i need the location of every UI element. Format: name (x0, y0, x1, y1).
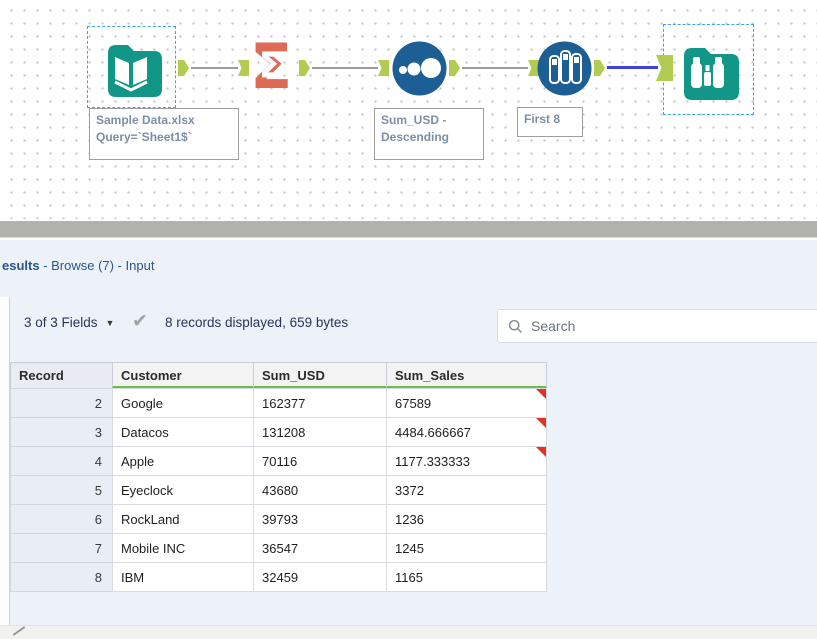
record-number-cell[interactable]: 3 (10, 417, 113, 447)
input-data-tool book-icon[interactable] (100, 37, 162, 99)
results-left-gutter (0, 297, 10, 625)
connection-summarize-sort[interactable] (312, 67, 378, 69)
connection-sample-browse-selected[interactable] (607, 66, 658, 69)
fields-dropdown-label: 3 of 3 Fields (24, 315, 98, 330)
customer-cell[interactable]: Eyeclock (112, 475, 254, 505)
data-quality-flag-icon (536, 418, 546, 428)
workflow-canvas[interactable]: Σ Σ Sample Data.xlsx Query=`Sheet1$` (0, 0, 817, 219)
table-row: 2Google16237767589 (10, 388, 547, 418)
sum-sales-cell[interactable]: 4484.666667 (386, 417, 547, 447)
customer-cell[interactable]: Datacos (112, 417, 254, 447)
column-header-sum-sales[interactable]: Sum_Sales (386, 362, 547, 389)
sum-sales-cell[interactable]: 1236 (386, 504, 547, 534)
results-pane-title: esults - Browse (7) - Input (2, 258, 154, 273)
table-row: 3Datacos1312084484.666667 (10, 417, 547, 447)
sum-usd-cell[interactable]: 32459 (253, 562, 387, 592)
record-number-cell[interactable]: 8 (10, 562, 113, 592)
sort-output-anchor[interactable] (449, 60, 460, 76)
summarize-output-anchor[interactable] (299, 60, 310, 76)
search-input[interactable]: Search (497, 309, 817, 343)
pane-splitter[interactable] (0, 219, 817, 238)
sum-sales-cell[interactable]: 1165 (386, 562, 547, 592)
sum-sales-cell[interactable]: 1245 (386, 533, 547, 563)
sigma-inner-glyph: Σ (259, 48, 284, 84)
table-header-row: Record Customer Sum_USD Sum_Sales (10, 362, 547, 389)
records-info-label: 8 records displayed, 659 bytes (165, 315, 348, 330)
horizontal-scrollbar-area[interactable] (0, 625, 817, 639)
input-output-anchor[interactable] (178, 60, 189, 76)
results-toolbar: 3 of 3 Fields ▼ ✔ 8 records displayed, 6… (10, 297, 817, 361)
column-header-record[interactable]: Record (10, 362, 113, 389)
connection-sort-sample[interactable] (462, 67, 528, 69)
results-pane: esults - Browse (7) - Input 3 of 3 Field… (0, 240, 817, 639)
table-row: 7Mobile INC365471245 (10, 533, 547, 563)
sum-sales-cell[interactable]: 67589 (386, 388, 547, 418)
input-tool-annotation[interactable]: Sample Data.xlsx Query=`Sheet1$` (89, 108, 239, 160)
customer-cell[interactable]: IBM (112, 562, 254, 592)
record-number-cell[interactable]: 4 (10, 446, 113, 476)
sum-usd-cell[interactable]: 39793 (253, 504, 387, 534)
results-title-bold: esults (2, 258, 40, 273)
customer-cell[interactable]: Mobile INC (112, 533, 254, 563)
search-placeholder: Search (531, 318, 575, 334)
column-header-customer[interactable]: Customer (112, 362, 254, 389)
connection-input-summarize[interactable] (191, 67, 238, 69)
apply-check-icon[interactable]: ✔ (132, 310, 148, 333)
table-row: 4Apple701161177.333333 (10, 446, 547, 476)
sum-usd-cell[interactable]: 36547 (253, 533, 387, 563)
sum-sales-cell[interactable]: 1177.333333 (386, 446, 547, 476)
sum-usd-cell[interactable]: 162377 (253, 388, 387, 418)
sample-output-anchor[interactable] (594, 60, 605, 76)
sum-usd-cell[interactable]: 131208 (253, 417, 387, 447)
sample-tool test-tubes-icon[interactable] (537, 41, 592, 96)
record-number-cell[interactable]: 7 (10, 533, 113, 563)
table-row: 8IBM324591165 (10, 562, 547, 592)
column-header-sum-usd[interactable]: Sum_USD (253, 362, 387, 389)
table-row: 6RockLand397931236 (10, 504, 547, 534)
sample-tool-annotation[interactable]: First 8 (517, 107, 583, 137)
scroll-corner-glyph (13, 626, 26, 636)
data-quality-flag-icon (536, 447, 546, 457)
results-title-path: - Browse (7) - Input (40, 258, 155, 273)
customer-cell[interactable]: Apple (112, 446, 254, 476)
browse-input-anchor[interactable] (656, 55, 673, 81)
customer-cell[interactable]: RockLand (112, 504, 254, 534)
search-icon (508, 319, 523, 334)
sum-usd-cell[interactable]: 43680 (253, 475, 387, 505)
record-number-cell[interactable]: 6 (10, 504, 113, 534)
table-body: 2Google162377675893Datacos1312084484.666… (10, 388, 547, 592)
sort-tool dots-icon[interactable] (392, 41, 447, 96)
browse-tool binoculars-icon[interactable] (676, 39, 739, 102)
record-number-cell[interactable]: 2 (10, 388, 113, 418)
table-row: 5Eyeclock436803372 (10, 475, 547, 505)
summarize-tool sigma-icon[interactable]: Σ Σ (245, 38, 297, 96)
sum-usd-cell[interactable]: 70116 (253, 446, 387, 476)
customer-cell[interactable]: Google (112, 388, 254, 418)
record-number-cell[interactable]: 5 (10, 475, 113, 505)
data-quality-flag-icon (536, 389, 546, 399)
fields-dropdown[interactable]: 3 of 3 Fields ▼ (24, 315, 114, 330)
sort-tool-annotation[interactable]: Sum_USD - Descending (374, 108, 484, 160)
sort-input-anchor[interactable] (378, 60, 389, 76)
sum-sales-cell[interactable]: 3372 (386, 475, 547, 505)
results-table: Record Customer Sum_USD Sum_Sales 2Googl… (10, 362, 547, 592)
chevron-down-icon: ▼ (106, 318, 115, 328)
